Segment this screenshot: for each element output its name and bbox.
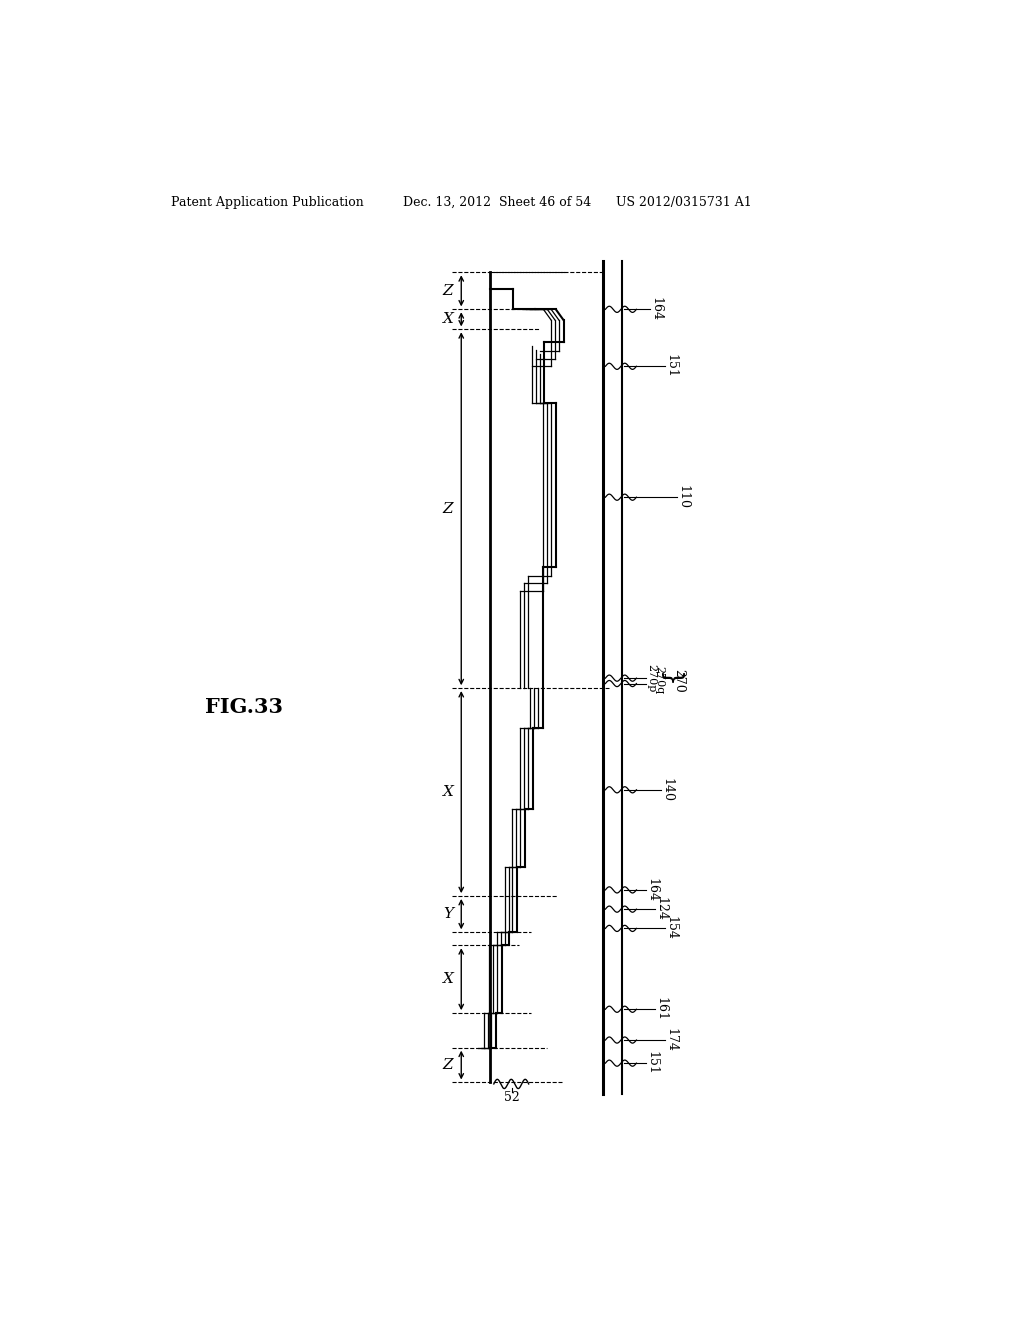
Text: 110: 110 [677,486,689,510]
Text: 164: 164 [649,297,663,321]
Text: 124: 124 [654,898,668,921]
Text: 161: 161 [654,997,668,1022]
Text: 140: 140 [660,777,674,801]
Text: 151: 151 [665,354,678,379]
Text: Z: Z [442,1059,454,1072]
Text: }: } [657,672,681,689]
Text: Dec. 13, 2012  Sheet 46 of 54: Dec. 13, 2012 Sheet 46 of 54 [403,197,592,209]
Text: Z: Z [442,284,454,298]
Text: 270p: 270p [646,664,656,692]
Text: Z: Z [442,502,454,516]
Text: X: X [442,973,454,986]
Text: 174: 174 [665,1028,678,1052]
Text: 154: 154 [665,916,678,940]
Text: Patent Application Publication: Patent Application Publication [171,197,364,209]
Text: X: X [442,785,454,799]
Text: FIG.33: FIG.33 [206,697,284,717]
Text: 164: 164 [645,878,658,902]
Text: 151: 151 [645,1051,658,1074]
Text: Y: Y [443,907,454,921]
Text: 270: 270 [673,669,685,692]
Text: X: X [442,313,454,326]
Text: US 2012/0315731 A1: US 2012/0315731 A1 [616,197,752,209]
Text: 52: 52 [504,1092,519,1105]
Text: 270q: 270q [654,667,665,694]
